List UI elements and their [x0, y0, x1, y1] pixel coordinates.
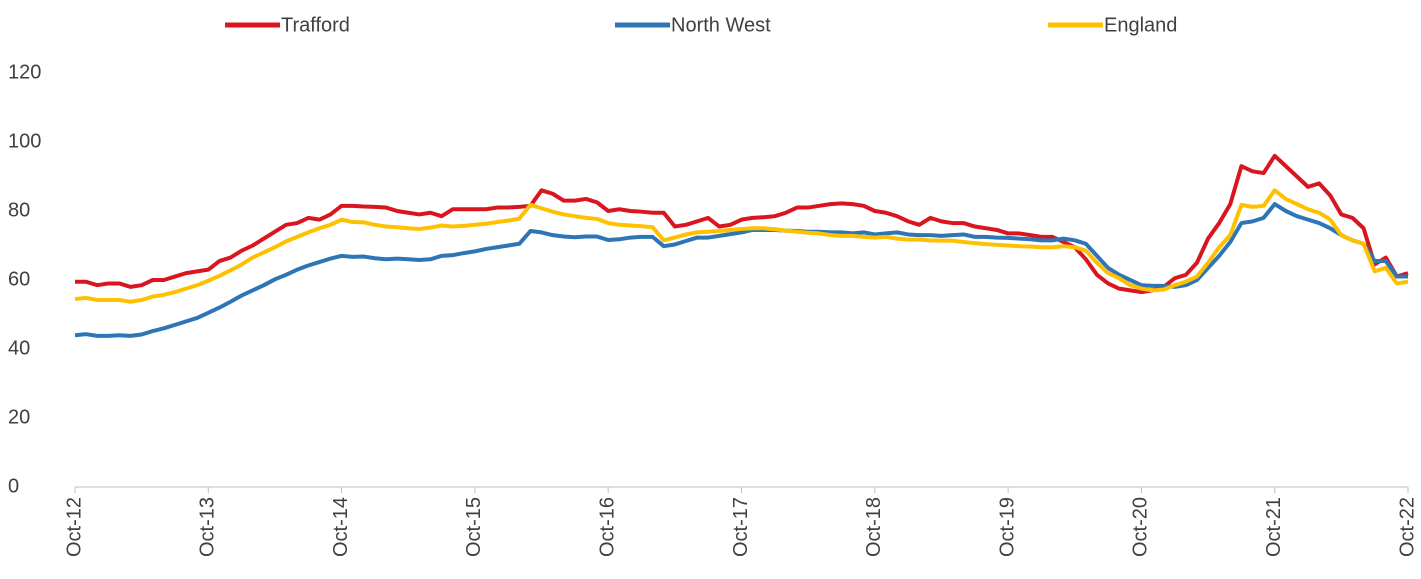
x-tick-label: Oct-20	[1130, 497, 1152, 557]
legend-label: England	[1104, 14, 1177, 36]
x-tick-label: Oct-14	[330, 497, 352, 557]
y-tick-label: 120	[8, 61, 41, 83]
y-tick-label: 100	[8, 130, 41, 152]
series-line	[75, 153, 1409, 295]
x-tick-label: Oct-22	[1396, 497, 1418, 557]
x-tick-label: Oct-15	[463, 497, 485, 557]
y-tick-label: 60	[8, 268, 30, 290]
series-line	[74, 188, 1409, 304]
x-tick-label: Oct-17	[730, 497, 752, 557]
x-tick-label: Oct-13	[197, 497, 219, 557]
x-tick-label: Oct-19	[996, 497, 1018, 557]
legend-label: North West	[671, 14, 771, 36]
x-tick-label: Oct-21	[1263, 497, 1285, 557]
x-tick-label: Oct-12	[63, 497, 85, 557]
series-line	[74, 202, 1408, 338]
y-tick-label: 20	[8, 406, 30, 428]
y-tick-label: 0	[8, 475, 19, 497]
y-tick-label: 80	[8, 199, 30, 221]
x-tick-label: Oct-16	[596, 497, 618, 557]
legend-label: Trafford	[281, 14, 350, 36]
y-tick-label: 40	[8, 337, 30, 359]
x-tick-label: Oct-18	[863, 497, 885, 557]
